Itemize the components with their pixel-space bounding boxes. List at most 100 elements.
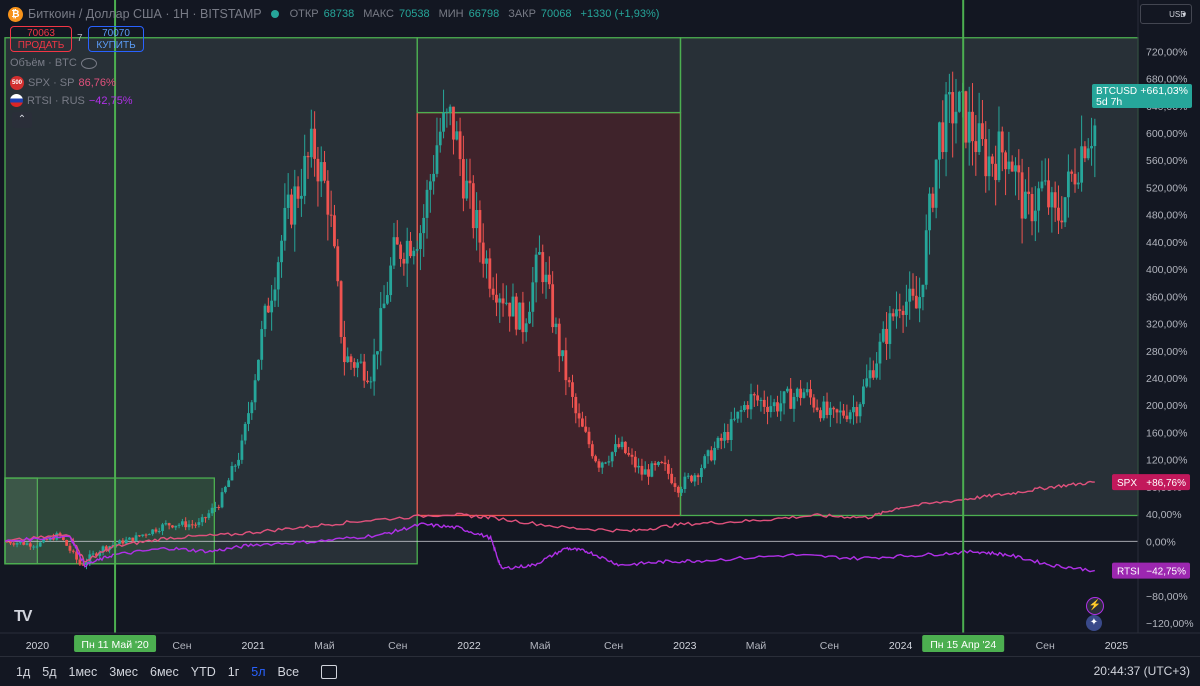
- candle: [144, 534, 148, 536]
- candle: [468, 180, 472, 184]
- candle: [614, 444, 617, 453]
- y-tick-label: 400,00%: [1146, 264, 1187, 276]
- volume-indicator[interactable]: Объём · BTC: [10, 57, 97, 69]
- candle: [197, 522, 201, 525]
- candle: [931, 193, 935, 208]
- clock[interactable]: 20:44:37 (UTC+3): [1093, 664, 1190, 678]
- candle: [997, 131, 1001, 181]
- lightning-icon[interactable]: ⚡: [1086, 597, 1104, 615]
- candle: [366, 380, 369, 383]
- candle: [914, 295, 918, 309]
- range-tab[interactable]: Все: [277, 664, 300, 679]
- candle: [967, 111, 971, 143]
- candle: [121, 540, 125, 544]
- range-tab[interactable]: 6мес: [150, 664, 179, 679]
- range-tab[interactable]: 1д: [16, 664, 31, 679]
- candle: [319, 162, 323, 182]
- candle: [273, 289, 277, 301]
- candle: [640, 465, 644, 475]
- range-tab[interactable]: 1мес: [68, 664, 98, 679]
- candle: [253, 380, 257, 403]
- x-tick-label: 2021: [242, 640, 266, 652]
- y-tick-label: 680,00%: [1146, 74, 1187, 86]
- range-tab[interactable]: 1г: [227, 664, 240, 679]
- candle: [1080, 146, 1084, 183]
- candle: [571, 382, 574, 397]
- candle: [561, 350, 564, 357]
- y-tick-label: 560,00%: [1146, 155, 1187, 167]
- collapse-legend-button[interactable]: ⌃: [12, 112, 32, 128]
- candle: [709, 450, 713, 461]
- candle: [828, 407, 832, 415]
- candle: [845, 415, 849, 420]
- close-label: ЗАКР: [508, 8, 536, 20]
- rtsi-indicator[interactable]: RTSI · RUS −42,75%: [10, 94, 133, 107]
- candle: [1024, 191, 1027, 219]
- candle: [164, 523, 168, 525]
- candle: [832, 407, 836, 410]
- candle: [161, 524, 164, 532]
- candle: [104, 546, 108, 550]
- price-chart[interactable]: 720,00%680,00%640,00%600,00%560,00%520,0…: [0, 0, 1200, 656]
- candle: [511, 296, 515, 317]
- candle: [128, 537, 131, 540]
- candle: [415, 249, 419, 251]
- candle: [495, 294, 498, 303]
- range-tab[interactable]: YTD: [190, 664, 216, 679]
- candle: [1086, 148, 1090, 159]
- symbol-title[interactable]: Биткоин / Доллар США · 1Н · BITSTAMP: [28, 7, 262, 21]
- y-tick-label: 280,00%: [1146, 346, 1187, 358]
- us-flag-icon[interactable]: ✦: [1086, 615, 1102, 631]
- candle: [521, 302, 525, 333]
- candle: [594, 456, 598, 462]
- candle: [534, 254, 538, 283]
- candle: [392, 237, 396, 266]
- range-tab[interactable]: 5д: [42, 664, 57, 679]
- candle: [809, 389, 812, 398]
- candle: [405, 240, 409, 264]
- spx-indicator-name: SPX · SP: [28, 77, 75, 89]
- calendar-icon[interactable]: [321, 664, 338, 679]
- marker-date-badge: [922, 635, 1005, 652]
- buy-button[interactable]: 70070 КУПИТЬ: [88, 26, 144, 52]
- x-tick-label: Сен: [388, 640, 407, 652]
- candle: [921, 284, 925, 298]
- open-value: 68738: [323, 8, 355, 20]
- candle: [957, 91, 961, 112]
- candle: [1060, 220, 1064, 223]
- candle: [9, 541, 12, 544]
- candle: [299, 195, 303, 199]
- candle: [445, 111, 449, 113]
- candle: [485, 258, 488, 264]
- eye-icon[interactable]: [80, 57, 97, 69]
- candle: [207, 513, 211, 518]
- candle: [719, 437, 723, 441]
- range-tab[interactable]: 5л: [251, 664, 266, 679]
- y-tick-label: 120,00%: [1146, 455, 1187, 467]
- candle: [756, 395, 760, 401]
- candle: [657, 462, 660, 465]
- tradingview-logo[interactable]: TV: [14, 608, 33, 625]
- low-value: 66798: [468, 8, 500, 20]
- candle: [504, 302, 508, 304]
- currency-select[interactable]: USD ▾: [1140, 4, 1192, 24]
- close-value: 70068: [540, 8, 572, 20]
- spx-indicator[interactable]: 500 SPX · SP 86,76%: [10, 76, 116, 90]
- candle: [1020, 172, 1024, 219]
- candle: [769, 406, 773, 412]
- candle: [1027, 191, 1031, 195]
- candle: [227, 480, 231, 487]
- range-tab[interactable]: 3мес: [109, 664, 138, 679]
- candle: [1040, 181, 1044, 189]
- candle: [703, 456, 707, 469]
- time-range-tabs: 1д 5д 1мес 3мес 6мес YTD 1г 5л Все: [16, 665, 299, 679]
- green-range-zone: [4, 37, 418, 565]
- sell-button[interactable]: 70063 ПРОДАТЬ: [10, 26, 72, 52]
- candle: [240, 440, 244, 460]
- x-tick-label: Сен: [172, 640, 191, 652]
- candle: [749, 394, 753, 410]
- candle: [283, 207, 287, 241]
- candle: [247, 413, 250, 424]
- candle: [15, 543, 19, 545]
- candle: [805, 389, 809, 393]
